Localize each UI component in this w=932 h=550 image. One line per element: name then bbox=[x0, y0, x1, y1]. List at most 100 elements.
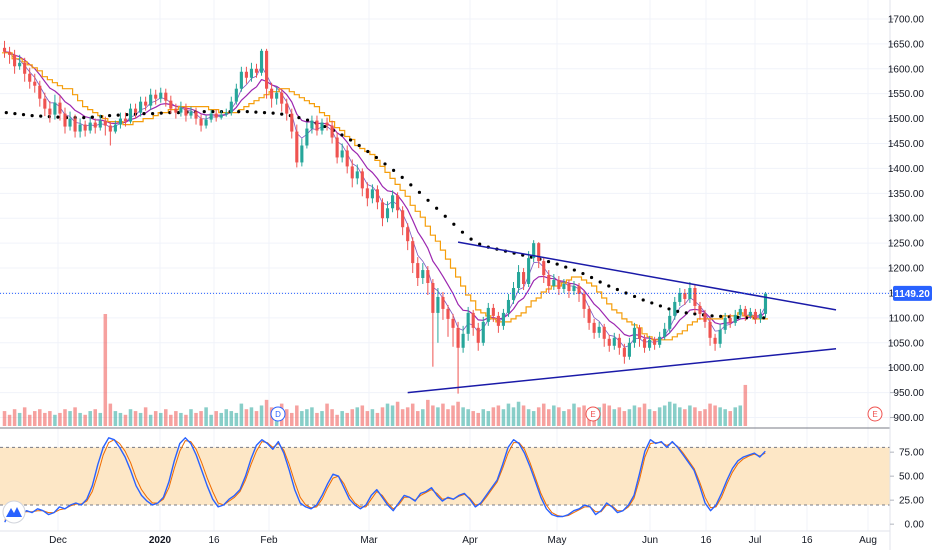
price-tick-label: 1450.00 bbox=[888, 139, 925, 150]
dotted-ma-point bbox=[426, 198, 430, 202]
trendline[interactable] bbox=[457, 241, 837, 311]
volume-bar bbox=[446, 409, 450, 426]
volume-bar bbox=[325, 403, 329, 426]
dotted-ma-point bbox=[82, 115, 86, 120]
volume-bar bbox=[703, 409, 707, 426]
candlesticks bbox=[2, 40, 768, 394]
dotted-ma-point bbox=[357, 143, 361, 148]
candle-body bbox=[38, 85, 42, 99]
candle-body bbox=[708, 321, 712, 338]
candle-body bbox=[703, 313, 707, 322]
volume-bar bbox=[547, 409, 551, 426]
candle-body bbox=[537, 243, 541, 262]
volume-bar bbox=[481, 409, 486, 426]
volume-bar bbox=[541, 403, 546, 426]
volume-bar bbox=[637, 407, 642, 426]
dotted-ma-point bbox=[383, 162, 387, 166]
time-tick-label: Jul bbox=[749, 535, 762, 546]
event-marker[interactable]: E bbox=[585, 406, 601, 422]
event-marker-circle bbox=[867, 406, 883, 422]
candle bbox=[748, 307, 752, 319]
candle bbox=[411, 237, 415, 274]
candle bbox=[612, 332, 616, 350]
time-tick-label: Aug bbox=[859, 535, 877, 546]
candle bbox=[204, 115, 208, 129]
candle bbox=[758, 308, 763, 323]
candle bbox=[295, 124, 299, 168]
candle bbox=[753, 308, 757, 324]
candle bbox=[653, 336, 657, 350]
candle bbox=[58, 95, 62, 121]
candle bbox=[380, 198, 385, 227]
candle bbox=[537, 242, 541, 269]
stoch-axis[interactable]: 75.00 50.00 25.00 0.00 bbox=[890, 448, 924, 531]
volume-bar bbox=[521, 405, 526, 426]
candle bbox=[446, 304, 450, 337]
volume-bar bbox=[88, 411, 92, 426]
candle bbox=[78, 118, 82, 138]
volume-bar bbox=[385, 403, 390, 426]
event-marker[interactable]: D bbox=[270, 406, 286, 422]
candle-body bbox=[607, 338, 611, 346]
candle bbox=[466, 306, 470, 341]
candle bbox=[144, 96, 148, 111]
current-price-label: 1149.20 bbox=[894, 289, 930, 300]
candle bbox=[476, 322, 480, 351]
price-tick-label: 1400.00 bbox=[888, 164, 925, 175]
candle bbox=[622, 343, 626, 364]
volume-bar bbox=[577, 407, 581, 426]
price-tick-label: 1050.00 bbox=[888, 338, 925, 349]
volume-bar bbox=[390, 405, 395, 426]
trendline[interactable] bbox=[407, 348, 837, 394]
volume-bar bbox=[723, 409, 727, 426]
volume-bar bbox=[426, 399, 430, 426]
candle-body bbox=[693, 287, 697, 306]
candle bbox=[426, 266, 430, 295]
candle bbox=[164, 88, 168, 107]
candle-body bbox=[259, 50, 264, 73]
candle-body bbox=[547, 275, 551, 286]
candle-body bbox=[320, 122, 324, 131]
candle-body bbox=[295, 131, 299, 163]
candle-body bbox=[451, 318, 455, 328]
candle-body bbox=[532, 243, 536, 259]
candle bbox=[63, 107, 67, 134]
volume-bar bbox=[340, 411, 344, 426]
dotted-ma-point bbox=[417, 190, 422, 194]
event-marker[interactable]: E bbox=[867, 406, 883, 422]
dotted-ma-point bbox=[452, 222, 456, 226]
candle-body bbox=[486, 307, 490, 322]
candle-body bbox=[602, 326, 606, 339]
candle bbox=[567, 280, 571, 298]
candle bbox=[592, 318, 596, 339]
volume-bar bbox=[491, 407, 496, 426]
candle bbox=[123, 112, 128, 127]
dotted-ma-point bbox=[47, 114, 51, 119]
volume-bar bbox=[12, 409, 17, 426]
volume-bar bbox=[501, 409, 506, 426]
candle bbox=[698, 301, 702, 320]
volume-bar bbox=[461, 407, 465, 426]
candle-body bbox=[446, 308, 450, 319]
candle bbox=[244, 66, 248, 84]
candle bbox=[169, 95, 173, 114]
volume-bar bbox=[335, 414, 339, 426]
price-tick-label: 1200.00 bbox=[888, 264, 925, 275]
candle bbox=[83, 120, 87, 137]
dotted-ma-point bbox=[658, 304, 663, 308]
candle-body bbox=[562, 284, 566, 289]
tradingview-logo[interactable] bbox=[2, 500, 26, 524]
candle-body bbox=[748, 311, 752, 316]
candle-body bbox=[501, 312, 505, 326]
volume-bar bbox=[365, 411, 370, 426]
candle bbox=[300, 138, 304, 167]
candle bbox=[133, 103, 138, 119]
candle bbox=[481, 316, 485, 346]
volume-bar bbox=[229, 411, 234, 426]
time-axis[interactable]: Dec 2020 16 Feb Mar Apr May Jun 16 Jul 16 Aug bbox=[49, 535, 877, 546]
candle-body bbox=[254, 68, 259, 73]
candle-body bbox=[335, 137, 339, 158]
candle-body bbox=[552, 280, 556, 286]
volume-bar bbox=[133, 411, 138, 426]
